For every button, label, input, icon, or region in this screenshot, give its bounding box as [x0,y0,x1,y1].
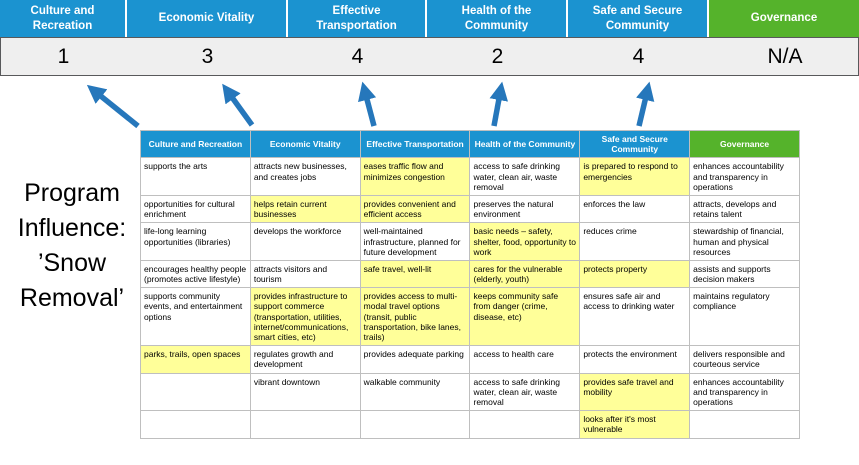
table-cell [359,410,471,439]
table-cell: supports community events, and entertain… [140,287,251,347]
score-header-1: Culture and Recreation [0,0,125,37]
page-title: Program Influence: ’Snow Removal’ [17,179,127,312]
table-cell: attracts visitors and tourism [249,259,361,289]
table-cell: eases traffic flow and minimizes congest… [359,157,471,196]
table-header: Effective Transportation [359,129,471,159]
table-cell: opportunities for cultural enrichment [140,194,251,224]
table-cell: parks, trails, open spaces [140,345,251,374]
table-header: Governance [689,129,800,159]
table-header: Economic Vitality [249,129,361,159]
table-cell: regulates growth and development [249,345,361,374]
table-header: Culture and Recreation [140,129,251,159]
table-cell: is prepared to respond to emergencies [579,157,691,196]
table-cell [140,372,251,412]
table-cell: walkable community [359,372,471,412]
table-cell [249,410,361,439]
table-cell [689,410,800,439]
table-header: Health of the Community [469,129,581,159]
table-cell: cares for the vulnerable (elderly, youth… [469,259,581,289]
table-row: looks after it's most vulnerable [140,410,800,439]
table-cell: helps retain current businesses [249,194,361,224]
table-cell: enforces the law [579,194,691,224]
table-cell: vibrant downtown [249,372,361,412]
up-arrow [636,81,655,127]
table-cell: access to safe drinking water, clean air… [469,157,581,196]
up-arrow [489,81,508,127]
table-cell: access to health care [469,345,581,374]
table-cell: basic needs – safety, shelter, food, opp… [469,222,581,261]
table-cell: attracts new businesses, and creates job… [249,157,361,196]
table-cell: keeps community safe from danger (crime,… [469,287,581,347]
table-cell [469,410,581,439]
table-row: encourages healthy people (promotes acti… [140,259,800,289]
table-cell: protects property [579,259,691,289]
score-header-5: Safe and Secure Community [568,0,707,37]
up-arrow [358,81,377,127]
table-cell: life-long learning opportunities (librar… [140,222,251,261]
table-cell: stewardship of financial, human and phys… [689,222,800,261]
score-header-6: Governance [709,0,859,37]
table-cell: ensures safe air and access to drinking … [579,287,691,347]
table-cell: provides convenient and efficient access [359,194,471,224]
table-cell: delivers responsible and courteous servi… [689,345,800,374]
table-cell: attracts, develops and retains talent [689,194,800,224]
table-row: parks, trails, open spaces regulates grow… [140,345,800,374]
table-header: Safe and Secure Community [579,129,691,159]
table-cell: supports the arts [140,157,251,196]
table-cell: enhances accountability and transparency… [689,372,800,412]
score-value-6: N/A [767,44,803,68]
score-value-1: 1 [57,44,70,68]
table-cell: encourages healthy people (promotes acti… [140,259,251,289]
table-header-row: Culture and Recreation Economic Vitality E… [140,129,800,159]
score-value-5: 4 [632,44,645,68]
table-cell: protects the environment [579,345,691,374]
table-cell: provides access to multi-modal travel op… [359,287,471,347]
table-cell: looks after it's most vulnerable [579,410,691,439]
table-cell: enhances accountability and transparency… [689,157,800,196]
table-cell [140,410,251,439]
table-cell: maintains regulatory compliance [689,287,800,347]
table-cell: provides safe travel and mobility [579,372,691,412]
up-arrow [86,84,140,129]
influence-arrows [86,81,655,129]
score-value-3: 4 [351,44,364,68]
score-value-4: 2 [491,44,504,68]
table-cell: provides infrastructure to support comme… [249,287,361,347]
table-cell: access to safe drinking water, clean air… [469,372,581,412]
table-cell: assists and supports decision makers [689,259,800,289]
table-row: vibrant downtown walkable community access… [140,372,800,412]
score-header-3: Effective Transportation [288,0,425,37]
table-row: supports community events, and entertain… [140,287,800,347]
score-header-4: Health of the Community [427,0,566,37]
table-row: opportunities for cultural enrichment hel… [140,194,800,224]
up-arrow [222,83,255,127]
table-cell: reduces crime [579,222,691,261]
table-cell: develops the workforce [249,222,361,261]
table-cell: provides adequate parking [359,345,471,374]
score-value-2: 3 [201,44,214,68]
score-value-row: 1 3 4 2 4 N/A [0,37,859,76]
score-header-2: Economic Vitality [127,0,286,37]
influence-table: Culture and Recreation Economic Vitality E… [140,129,800,439]
score-header-row: Culture and Recreation Economic Vitality E… [0,0,859,37]
table-cell: well-maintained infrastructure, planned … [359,222,471,261]
table-row: supports the arts attracts new businesses… [140,157,800,196]
table-cell: safe travel, well-lit [359,259,471,289]
table-cell: preserves the natural environment [469,194,581,224]
table-row: life-long learning opportunities (librar… [140,222,800,261]
